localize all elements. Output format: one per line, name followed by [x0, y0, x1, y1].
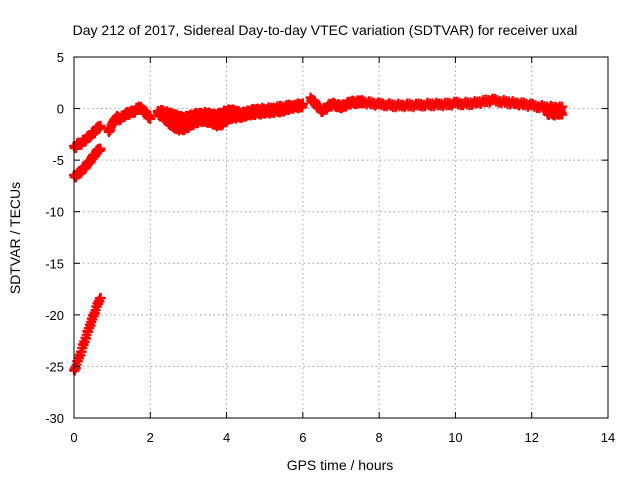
data-point [95, 121, 106, 132]
y-tick-label: -30 [45, 411, 64, 426]
data-points [69, 92, 568, 376]
x-axis-title: GPS time / hours [287, 457, 394, 473]
data-point [557, 109, 568, 120]
x-tick-label: 10 [448, 430, 462, 445]
data-point [95, 293, 106, 304]
series-segment-h [541, 106, 568, 121]
y-tick-label: -5 [52, 153, 64, 168]
y-tick-label: -10 [45, 205, 64, 220]
data-point [95, 144, 106, 155]
x-tick-label: 0 [70, 430, 77, 445]
series-segment-d [103, 101, 156, 137]
axis-ticks [73, 56, 609, 419]
plot-frame [73, 56, 609, 419]
data-point [297, 98, 308, 109]
series-segment-c [69, 293, 106, 376]
x-tick-label: 8 [376, 430, 383, 445]
y-tick-label: 5 [57, 50, 64, 65]
x-tick-label: 4 [223, 430, 230, 445]
y-axis-title: SDTVAR / TECUs [7, 182, 23, 294]
y-tick-label: -15 [45, 256, 64, 271]
y-tick-label: -20 [45, 308, 64, 323]
series-segment-b [69, 143, 106, 183]
tick-labels: 0 2 4 6 8 10 12 14 5 0 -5 -10 -15 -20 -25 -30 [45, 50, 615, 445]
series-segment-f [152, 98, 308, 125]
y-tick-label: 0 [57, 102, 64, 117]
x-tick-label: 6 [299, 430, 306, 445]
x-tick-label: 2 [147, 430, 154, 445]
chart-title: Day 212 of 2017, Sidereal Day-to-day VTE… [73, 22, 578, 38]
y-tick-label: -25 [45, 359, 64, 374]
series-segment-g [305, 92, 568, 118]
x-tick-label: 14 [601, 430, 615, 445]
data-point [145, 113, 156, 124]
x-tick-label: 12 [524, 430, 538, 445]
